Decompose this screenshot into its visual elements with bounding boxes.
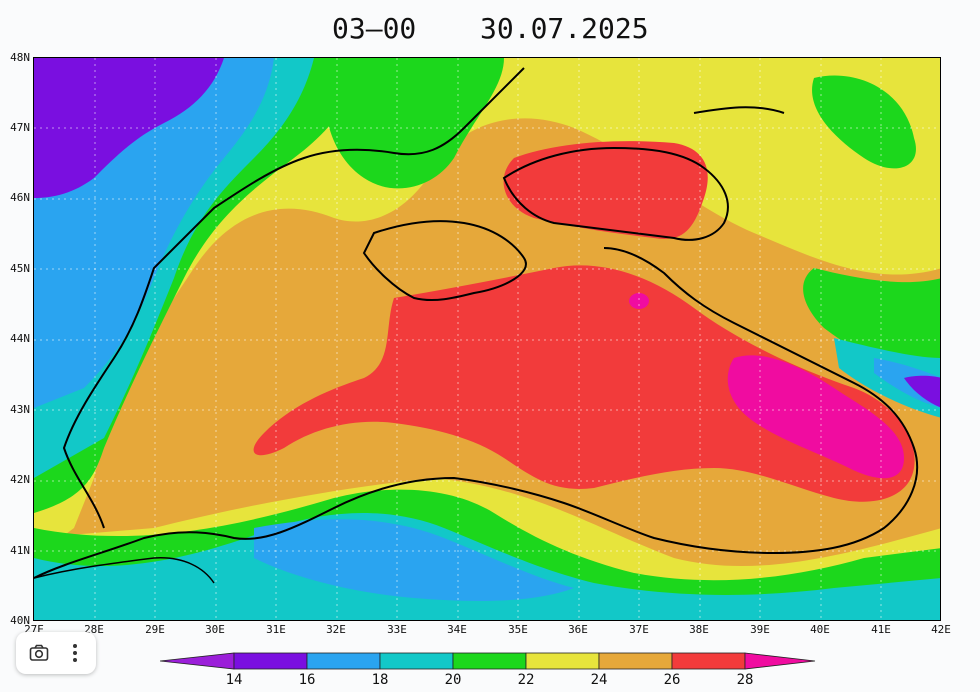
- legend-arrow-high: [744, 652, 816, 670]
- lon-label: 35E: [508, 623, 528, 636]
- lon-label: 33E: [387, 623, 407, 636]
- legend-arrow-low: [160, 652, 235, 670]
- band-28-plus-spot: [629, 293, 649, 309]
- more-vertical-icon: [73, 644, 77, 662]
- band-26-28-azov: [503, 141, 708, 239]
- gridlines: [34, 58, 940, 620]
- lon-label: 39E: [750, 623, 770, 636]
- sst-map-canvas: [34, 58, 940, 620]
- sst-map: [33, 57, 941, 621]
- lon-label: 34E: [447, 623, 467, 636]
- band-22-north: [323, 58, 504, 189]
- legend-tick: 20: [444, 672, 462, 688]
- camera-button[interactable]: [24, 638, 54, 668]
- legend-swatch: [671, 652, 746, 670]
- lat-label: 47N: [10, 121, 30, 134]
- lat-label: 44N: [10, 332, 30, 345]
- legend-swatch: [452, 652, 527, 670]
- coastline-don-delta: [693, 106, 785, 114]
- lat-label: 42N: [10, 473, 30, 486]
- lon-label: 42E: [931, 623, 951, 636]
- legend-swatch: [598, 652, 673, 670]
- lat-label: 48N: [10, 51, 30, 64]
- lon-label: 40E: [810, 623, 830, 636]
- coastline-south-east: [34, 247, 919, 579]
- lon-label: 37E: [629, 623, 649, 636]
- band-16-northwest: [34, 58, 224, 198]
- legend-swatch: [233, 652, 308, 670]
- lat-label: 46N: [10, 191, 30, 204]
- lon-label: 32E: [326, 623, 346, 636]
- legend-tick: 18: [371, 672, 389, 688]
- band-18-south: [254, 519, 574, 601]
- lon-label: 30E: [205, 623, 225, 636]
- map-title: 03–00 30.07.2025: [0, 10, 980, 50]
- forecast-time: 03–00: [332, 12, 417, 45]
- coastline-crimea: [362, 220, 527, 302]
- lat-label: 45N: [10, 262, 30, 275]
- lon-label: 29E: [145, 623, 165, 636]
- band-28-plus: [727, 355, 904, 479]
- band-22-northeast: [812, 75, 916, 169]
- lon-label: 41E: [871, 623, 891, 636]
- forecast-date: 30.07.2025: [480, 12, 649, 45]
- coastline-bosphorus: [34, 557, 215, 584]
- lon-label: 36E: [568, 623, 588, 636]
- legend-tick: 24: [590, 672, 608, 688]
- camera-icon: [29, 644, 49, 661]
- lat-label: 43N: [10, 403, 30, 416]
- image-tools-overlay: [16, 632, 96, 674]
- legend-tick: 14: [225, 672, 243, 688]
- band-26-28-main: [253, 265, 915, 502]
- legend-tick: 28: [736, 672, 754, 688]
- legend-swatch: [306, 652, 381, 670]
- lat-label: 41N: [10, 544, 30, 557]
- legend-tick: 26: [663, 672, 681, 688]
- legend-swatch: [525, 652, 600, 670]
- coastline-azov: [502, 146, 729, 241]
- lon-label: 38E: [689, 623, 709, 636]
- more-options-button[interactable]: [60, 638, 90, 668]
- band-16-east: [904, 375, 940, 408]
- legend-tick: 16: [298, 672, 316, 688]
- lon-label: 31E: [266, 623, 286, 636]
- legend-swatch: [379, 652, 454, 670]
- coastline-west-north: [62, 67, 525, 529]
- legend-tick: 22: [517, 672, 535, 688]
- lat-label: 40N: [10, 614, 30, 627]
- color-legend: [160, 652, 816, 670]
